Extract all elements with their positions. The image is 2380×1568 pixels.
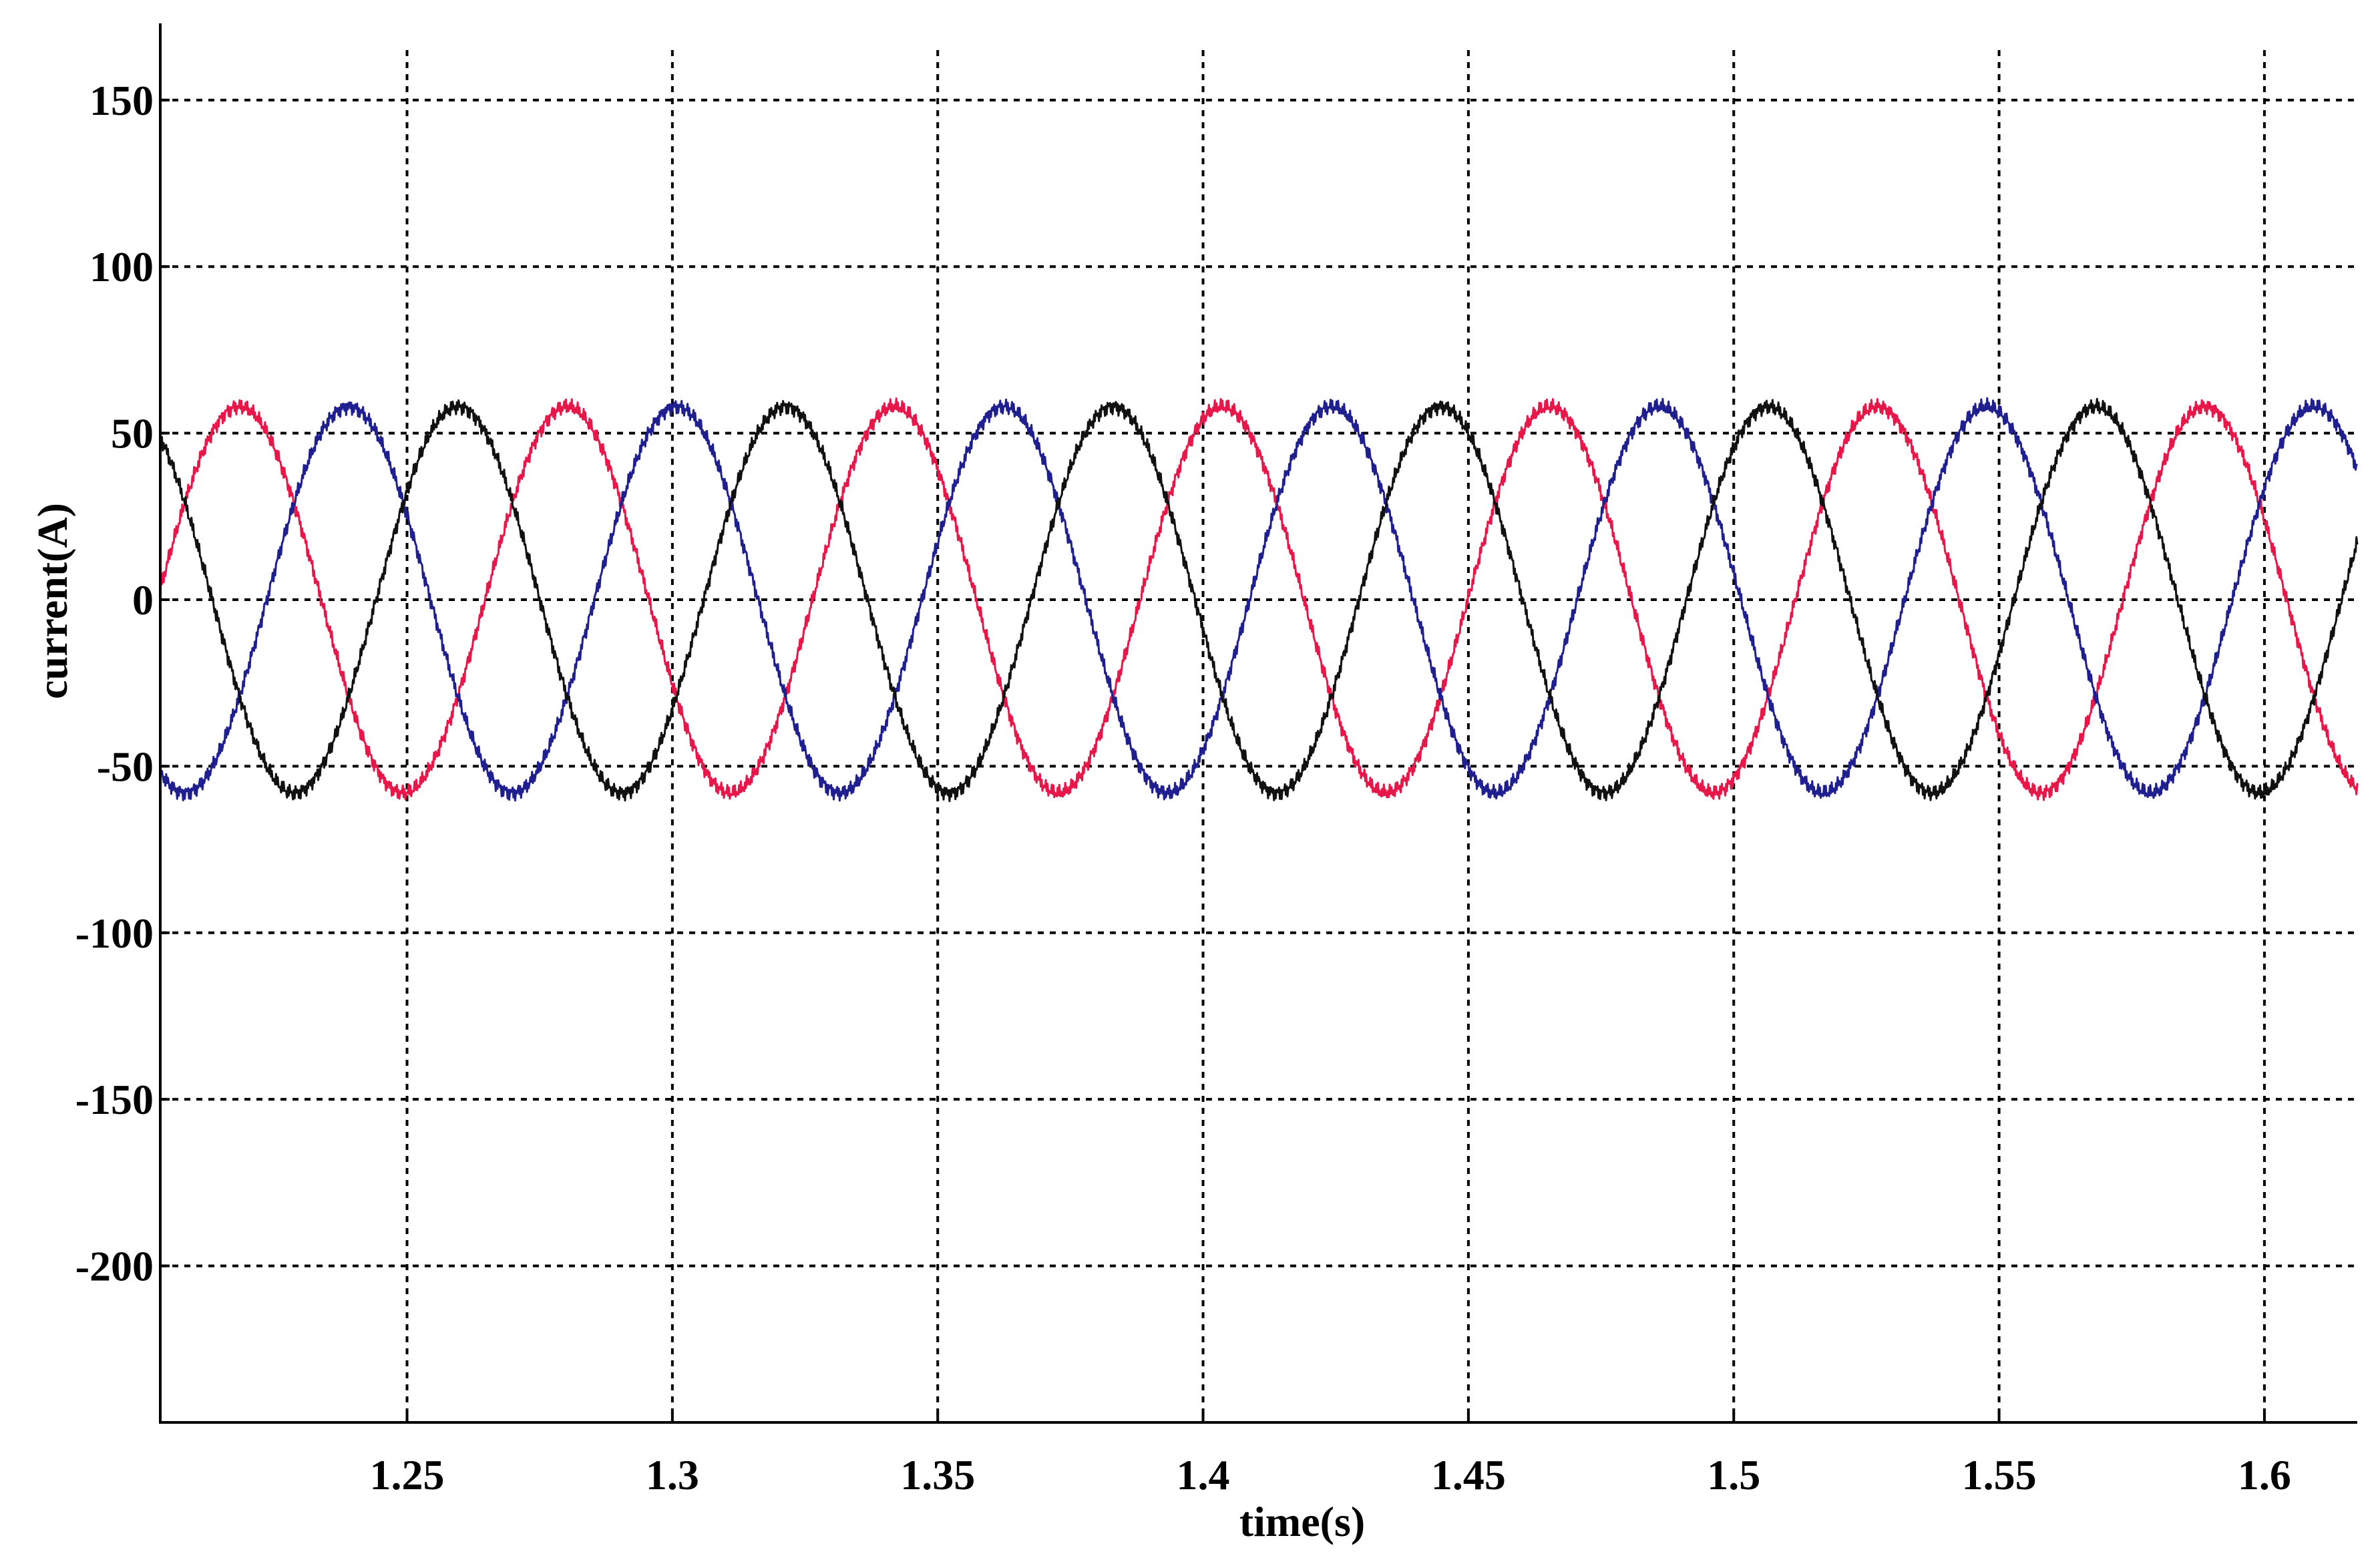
y-axis-label: current(A) (29, 503, 76, 699)
x-tick-label-0: 1.25 (370, 1451, 445, 1499)
y-tick-label-2: 50 (111, 410, 154, 457)
axes (159, 23, 2357, 1424)
y-tick-label-6: -150 (75, 1076, 154, 1123)
x-tick-label-3: 1.4 (1177, 1451, 1230, 1499)
series-line-1 (159, 397, 2359, 801)
x-tick-label-2: 1.35 (900, 1451, 975, 1499)
y-tick-label-4: -50 (97, 743, 154, 790)
y-tick-label-3: 0 (132, 576, 154, 624)
axis-frame (159, 23, 2357, 1424)
y-tick-label-7: -200 (75, 1243, 154, 1290)
x-tick-labels: 1.25 1.3 1.35 1.4 1.45 1.5 1.55 1.6 (370, 1451, 2291, 1499)
x-axis-label: time(s) (1239, 1498, 1365, 1545)
y-tick-label-5: -100 (75, 910, 154, 957)
x-tick-label-5: 1.5 (1707, 1451, 1760, 1499)
x-tick-label-7: 1.6 (2238, 1451, 2291, 1499)
series-group (159, 397, 2359, 803)
series-line-3 (159, 397, 2359, 803)
x-tick-label-6: 1.55 (1962, 1451, 2037, 1499)
series-line-2 (159, 397, 2359, 802)
y-tick-label-1: 100 (89, 243, 154, 290)
y-tick-label-0: 150 (89, 77, 154, 124)
grid (160, 50, 2357, 1422)
y-tick-labels: 150 100 50 0 -50 -100 -150 -200 (75, 77, 154, 1290)
x-tick-label-1: 1.3 (646, 1451, 699, 1499)
x-tick-label-4: 1.45 (1431, 1451, 1506, 1499)
